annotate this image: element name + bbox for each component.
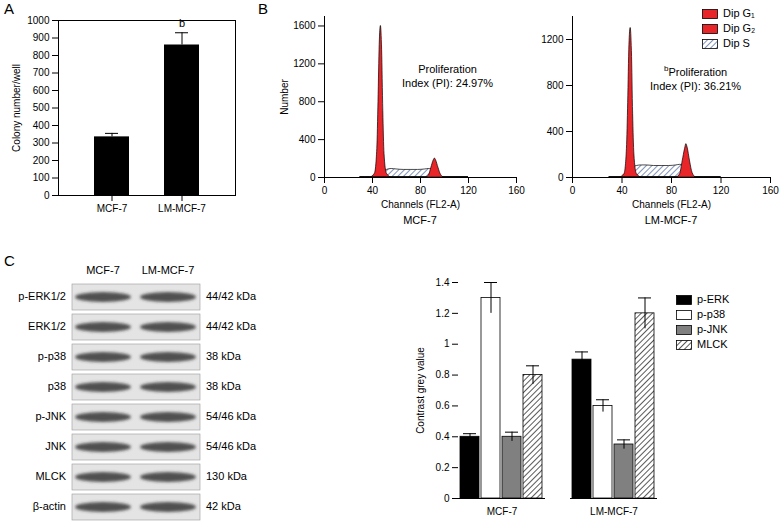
svg-text:1: 1 xyxy=(444,338,450,349)
svg-text:0.8: 0.8 xyxy=(436,369,450,380)
svg-text:400: 400 xyxy=(547,126,564,137)
svg-text:p-ERK1/2: p-ERK1/2 xyxy=(18,290,66,302)
svg-text:Contrast grey value: Contrast grey value xyxy=(415,347,426,434)
svg-text:0: 0 xyxy=(310,172,316,183)
svg-text:400: 400 xyxy=(33,120,50,131)
html-text:Dip G₂: Dip G₂ xyxy=(723,22,756,34)
svg-text:80: 80 xyxy=(666,185,678,196)
svg-text:0.4: 0.4 xyxy=(436,431,450,442)
html-text:B: B xyxy=(258,0,268,17)
svg-text:130 kDa: 130 kDa xyxy=(206,470,248,482)
svg-text:600: 600 xyxy=(33,85,50,96)
svg-text:44/42 kDa: 44/42 kDa xyxy=(206,320,257,332)
svg-text:Colony number/well: Colony number/well xyxy=(11,64,22,152)
svg-text:800: 800 xyxy=(33,50,50,61)
svg-text:MCF-7: MCF-7 xyxy=(487,506,518,517)
svg-text:38 kDa: 38 kDa xyxy=(206,380,242,392)
svg-text:40: 40 xyxy=(616,185,628,196)
html-text:p-ERK: p-ERK xyxy=(697,293,730,305)
svg-text:1600: 1600 xyxy=(293,20,316,31)
svg-text:0: 0 xyxy=(44,190,50,201)
svg-text:500: 500 xyxy=(33,102,50,113)
html-text:Dip G₁: Dip G₁ xyxy=(723,7,755,19)
svg-text:120: 120 xyxy=(713,185,730,196)
svg-text:0.6: 0.6 xyxy=(436,400,450,411)
svg-text:40: 40 xyxy=(367,185,379,196)
svg-text:120: 120 xyxy=(460,185,477,196)
svg-text:MLCK: MLCK xyxy=(35,470,66,482)
svg-text:β-actin: β-actin xyxy=(33,500,66,512)
svg-text:54/46 kDa: 54/46 kDa xyxy=(206,410,257,422)
svg-text:400: 400 xyxy=(299,134,316,145)
html-text:MLCK: MLCK xyxy=(697,338,728,350)
html-text:Dip S: Dip S xyxy=(723,37,750,49)
svg-text:160: 160 xyxy=(762,185,779,196)
html-text:A: A xyxy=(4,0,14,17)
svg-text:p38: p38 xyxy=(48,380,66,392)
html-text:Proliferation: Proliferation xyxy=(418,63,477,75)
svg-text:p-JNK: p-JNK xyxy=(35,410,66,422)
svg-text:Channels (FL2-A): Channels (FL2-A) xyxy=(632,199,711,210)
svg-text:0: 0 xyxy=(444,493,450,504)
html-text:Index (PI): 36.21%: Index (PI): 36.21% xyxy=(650,79,742,92)
html-text:p-JNK: p-JNK xyxy=(697,323,728,335)
svg-text:1.4: 1.4 xyxy=(436,277,450,288)
svg-text:Channels (FL2-A): Channels (FL2-A) xyxy=(381,199,460,210)
svg-text:1.2: 1.2 xyxy=(436,308,450,319)
svg-text:0: 0 xyxy=(322,185,328,196)
html-text:p-p38: p-p38 xyxy=(697,308,726,320)
html-text:Index (PI): 24.97%: Index (PI): 24.97% xyxy=(402,77,494,89)
svg-text:1200: 1200 xyxy=(541,34,564,45)
svg-text:54/46 kDa: 54/46 kDa xyxy=(206,440,257,452)
svg-text:900: 900 xyxy=(33,32,50,43)
svg-text:300: 300 xyxy=(33,137,50,148)
svg-text:42 kDa: 42 kDa xyxy=(206,500,242,512)
svg-text:80: 80 xyxy=(415,185,427,196)
html-text:bProliferation: bProliferation xyxy=(664,64,728,78)
html-text:MCF-7: MCF-7 xyxy=(403,214,437,226)
svg-text:b: b xyxy=(179,17,185,29)
svg-text:0.2: 0.2 xyxy=(436,462,450,473)
svg-text:LM-MCF-7: LM-MCF-7 xyxy=(158,203,206,214)
svg-text:MCF-7: MCF-7 xyxy=(86,264,120,276)
svg-text:p-p38: p-p38 xyxy=(38,350,66,362)
html-text:C: C xyxy=(4,252,15,269)
svg-text:LM-MCF-7: LM-MCF-7 xyxy=(142,264,195,276)
svg-text:JNK: JNK xyxy=(45,440,66,452)
svg-text:800: 800 xyxy=(299,96,316,107)
svg-text:700: 700 xyxy=(33,67,50,78)
svg-text:200: 200 xyxy=(33,155,50,166)
svg-text:38 kDa: 38 kDa xyxy=(206,350,242,362)
svg-text:0: 0 xyxy=(570,185,576,196)
svg-text:MCF-7: MCF-7 xyxy=(97,203,128,214)
svg-text:LM-MCF-7: LM-MCF-7 xyxy=(590,506,638,517)
svg-text:1200: 1200 xyxy=(293,58,316,69)
svg-text:800: 800 xyxy=(547,80,564,91)
svg-text:100: 100 xyxy=(33,172,50,183)
svg-text:Number: Number xyxy=(279,79,290,115)
svg-text:160: 160 xyxy=(508,185,525,196)
svg-text:1000: 1000 xyxy=(27,15,50,26)
svg-text:44/42 kDa: 44/42 kDa xyxy=(206,290,257,302)
svg-text:ERK1/2: ERK1/2 xyxy=(28,320,66,332)
html-text:LM-MCF-7: LM-MCF-7 xyxy=(644,214,698,226)
svg-text:0: 0 xyxy=(558,172,564,183)
